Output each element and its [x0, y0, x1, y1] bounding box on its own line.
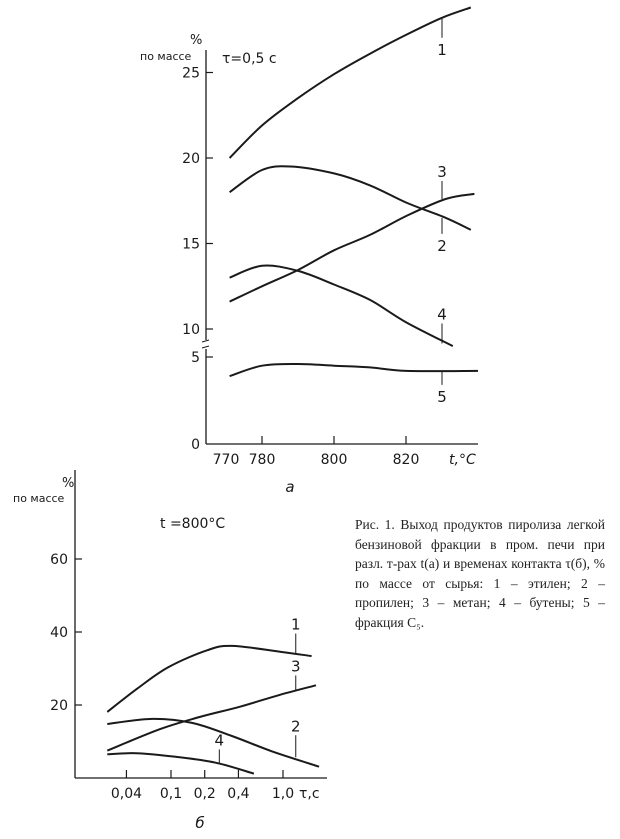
panel-label-b: б [195, 814, 204, 832]
x-tick-label: 770 [213, 452, 240, 468]
figure-caption: Рис. 1. Выход продуктов пиролиза легкой … [355, 517, 605, 630]
x-tick-label: 820 [393, 452, 420, 468]
x-tick-label: 0,04 [111, 786, 142, 802]
curve-label-1: 1 [437, 41, 447, 59]
series-curve-4 [229, 264, 454, 347]
y-axis-label: по массе [140, 50, 192, 63]
annotation: τ=0,5 с [222, 51, 277, 67]
y-axis-label: по массе [13, 492, 65, 505]
y-tick-label: 40 [50, 625, 68, 641]
y-tick-label: 10 [182, 322, 200, 338]
y-axis-label-percent: % [190, 33, 202, 48]
curve-label-2: 2 [291, 717, 301, 735]
x-tick-label: 1,0 [272, 786, 294, 802]
curve-label-2: 2 [437, 237, 447, 255]
y-tick-label: 60 [50, 552, 68, 568]
x-axis-label: t,°C [449, 452, 476, 468]
axis-break-mark [201, 345, 210, 349]
series-curve-4 [107, 752, 255, 775]
series-curve-3 [229, 192, 475, 303]
curve-label-4: 4 [437, 306, 447, 324]
x-tick-label: 800 [321, 452, 348, 468]
series-curve-3 [106, 684, 317, 752]
series-curve-1 [106, 644, 312, 713]
series-curve-2 [107, 717, 320, 768]
x-tick-label: 0,1 [160, 786, 182, 802]
panel-label-a: а [285, 478, 294, 496]
y-tick-label: 20 [182, 151, 200, 167]
series-curve-1 [228, 6, 472, 159]
x-tick-label: 0,4 [227, 786, 249, 802]
curve-label-3: 3 [291, 657, 301, 675]
x-axis-label: τ,с [299, 786, 320, 802]
curve-label-1: 1 [291, 616, 301, 634]
y-tick-label: 5 [191, 350, 200, 366]
curve-label-5: 5 [437, 388, 447, 406]
y-tick-label: 15 [182, 237, 200, 253]
y-axis-label-percent: % [62, 476, 74, 491]
x-tick-label: 0,2 [194, 786, 216, 802]
curve-label-3: 3 [437, 163, 447, 181]
annotation: t =800°C [160, 516, 225, 532]
axis-break-mark [201, 339, 210, 343]
x-tick-label: 780 [249, 452, 276, 468]
y-tick-label: 25 [182, 66, 200, 82]
y-tick-label: 20 [50, 698, 68, 714]
series-curve-5 [229, 362, 479, 378]
curve-label-4: 4 [215, 731, 225, 749]
y-tick-label: 0 [191, 437, 200, 453]
series-curve-2 [229, 165, 472, 231]
